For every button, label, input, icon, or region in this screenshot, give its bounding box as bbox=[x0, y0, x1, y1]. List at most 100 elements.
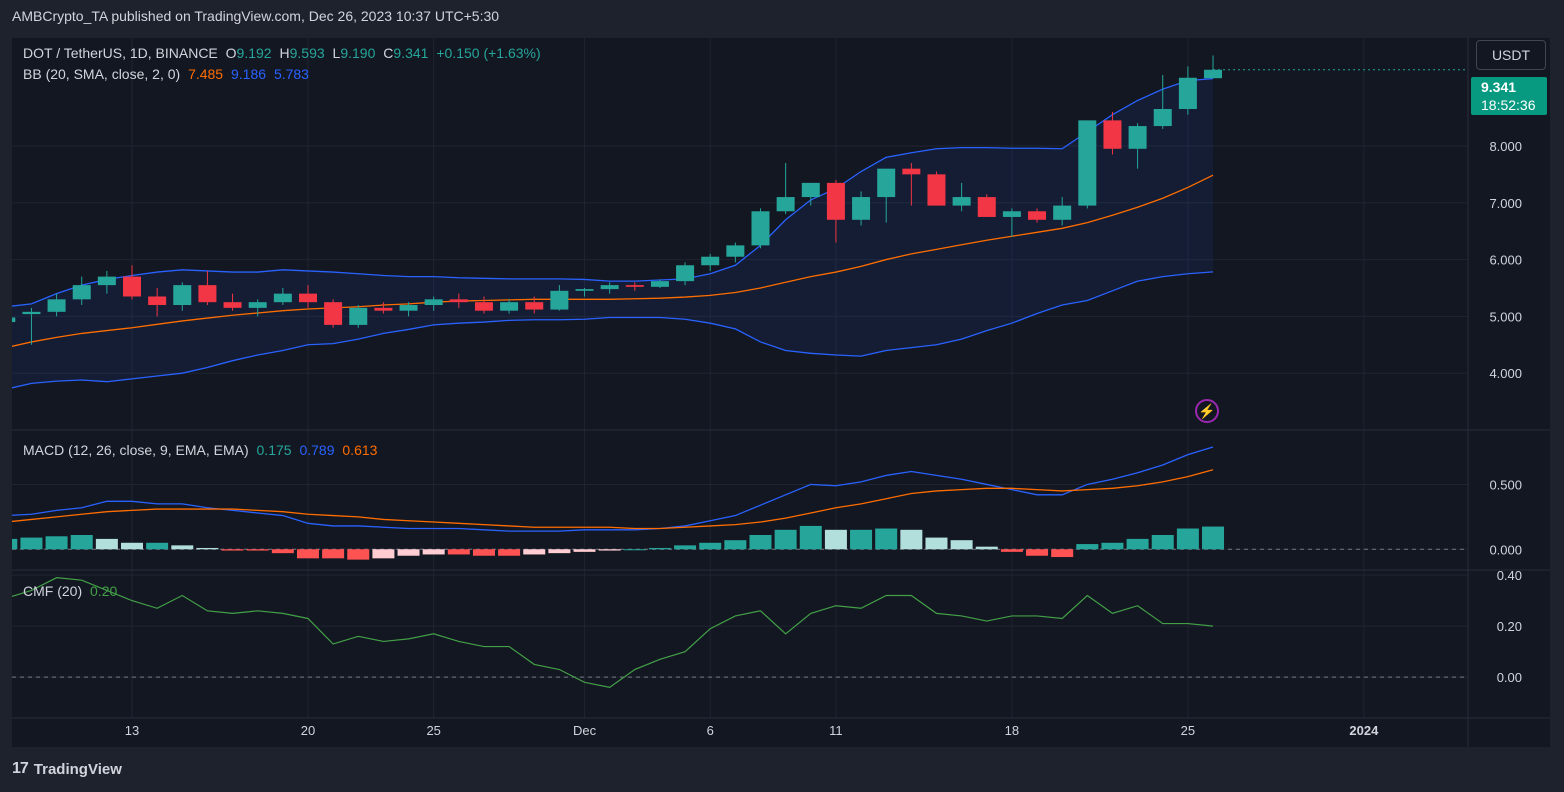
macd-label: MACD (12, 26, close, 9, EMA, EMA) bbox=[23, 442, 249, 458]
candle-body bbox=[751, 211, 770, 246]
bar-countdown: 18:52:36 bbox=[1481, 97, 1536, 113]
candle-body bbox=[650, 281, 669, 287]
candle-body bbox=[877, 168, 896, 198]
candle-body bbox=[449, 299, 468, 303]
macd-histogram-bar bbox=[850, 529, 873, 550]
candle-layer bbox=[12, 55, 1468, 345]
macd-hist-value: 0.175 bbox=[256, 442, 292, 458]
macd-histogram-bar bbox=[447, 549, 470, 555]
cmf-label: CMF (20) bbox=[23, 583, 83, 599]
macd-histogram-bar bbox=[975, 546, 998, 550]
brand-name: TradingView bbox=[33, 760, 122, 778]
candle-body bbox=[173, 285, 192, 306]
macd-histogram-bar bbox=[196, 547, 219, 550]
macd-histogram-bar bbox=[674, 545, 697, 550]
main-legend: DOT / TetherUS, 1D, BINANCE O9.192 H9.59… bbox=[23, 45, 545, 61]
macd-histogram-bar bbox=[296, 549, 319, 559]
candle-body bbox=[298, 293, 317, 303]
macd-histogram-bar bbox=[799, 525, 822, 550]
macd-histogram-bar bbox=[573, 549, 596, 552]
macd-histogram-bar bbox=[875, 528, 898, 550]
candle-body bbox=[801, 182, 820, 198]
candle-body bbox=[198, 285, 217, 303]
bb-fill-layer bbox=[12, 78, 1214, 388]
macd-line bbox=[12, 446, 1214, 532]
close-label: C bbox=[383, 45, 394, 61]
cmf-legend: CMF (20) 0.20 bbox=[23, 583, 121, 599]
last-price: 9.341 bbox=[1481, 79, 1517, 95]
candle-body bbox=[600, 285, 619, 290]
high-value: 9.593 bbox=[289, 45, 325, 61]
macd-histogram-bar bbox=[598, 549, 621, 551]
candle-body bbox=[776, 197, 795, 212]
x-tick-label: Dec bbox=[573, 723, 597, 738]
price-tick-label: 8.000 bbox=[1489, 139, 1522, 154]
open-value: 9.192 bbox=[236, 45, 272, 61]
macd-histogram-bar bbox=[45, 536, 68, 550]
candle-body bbox=[248, 302, 267, 308]
macd-histogram-bar bbox=[322, 549, 345, 559]
candle-body bbox=[1103, 120, 1122, 149]
cmf-tick-label: 0.20 bbox=[1497, 619, 1522, 634]
chart-canvas[interactable]: 13 20 25 Dec 6 11 18 25 2024 4.000 5.000 6.000 7.000… bbox=[12, 38, 1550, 747]
macd-histogram-bar bbox=[900, 529, 923, 550]
cmf-value: 0.20 bbox=[90, 583, 118, 599]
cmf-layer bbox=[12, 577, 1468, 689]
candle-body bbox=[273, 293, 292, 303]
bb-band-fill bbox=[12, 78, 1214, 388]
x-tick-label: 6 bbox=[707, 723, 714, 738]
macd-histogram-bar bbox=[472, 549, 495, 556]
candle-body bbox=[374, 307, 393, 311]
candle-body bbox=[902, 168, 921, 175]
currency-button[interactable]: USDT bbox=[1476, 40, 1546, 70]
macd-histogram-bar bbox=[1126, 538, 1149, 550]
candle-body bbox=[424, 299, 443, 306]
candle-body bbox=[852, 197, 871, 220]
macd-histogram-bar bbox=[498, 549, 521, 556]
close-value: 9.341 bbox=[393, 45, 429, 61]
cmf-tick-label: 0.00 bbox=[1497, 670, 1522, 685]
macd-histogram-bar bbox=[372, 549, 395, 559]
publisher-header: AMBCrypto_TA published on TradingView.co… bbox=[12, 8, 500, 24]
candle-body bbox=[1078, 120, 1097, 206]
macd-histogram-bar bbox=[12, 538, 18, 550]
macd-histogram-bar bbox=[648, 547, 671, 550]
candle-body bbox=[625, 285, 644, 287]
price-tick-label: 4.000 bbox=[1489, 366, 1522, 381]
candle-body bbox=[72, 285, 91, 300]
macd-layer bbox=[12, 446, 1468, 560]
x-tick-label: 11 bbox=[829, 723, 843, 738]
open-label: O bbox=[225, 45, 237, 61]
macd-histogram-bar bbox=[724, 540, 747, 550]
candle-body bbox=[1002, 211, 1021, 217]
low-label: L bbox=[332, 45, 341, 61]
tradingview-logo-icon: 17 bbox=[12, 760, 29, 777]
candle-body bbox=[399, 305, 418, 311]
macd-histogram-bar bbox=[171, 545, 194, 550]
macd-histogram-bar bbox=[523, 549, 546, 555]
macd-histogram-bar bbox=[20, 537, 43, 550]
candle-body bbox=[1153, 109, 1172, 127]
low-value: 9.190 bbox=[340, 45, 376, 61]
macd-legend: MACD (12, 26, close, 9, EMA, EMA) 0.175 … bbox=[23, 442, 381, 458]
symbol-label: DOT / TetherUS, 1D, BINANCE bbox=[23, 45, 218, 61]
lightning-icon[interactable]: ⚡ bbox=[1195, 399, 1219, 423]
macd-histogram-bar bbox=[774, 529, 797, 550]
last-price-tag: 9.341 18:52:36 bbox=[1471, 77, 1547, 115]
x-tick-label: 25 bbox=[426, 723, 440, 738]
macd-histogram-bar bbox=[1151, 535, 1174, 550]
candle-body bbox=[826, 182, 845, 220]
candle-body bbox=[701, 256, 720, 266]
bb-lower-value: 5.783 bbox=[273, 66, 309, 82]
axis-layer: 13 20 25 Dec 6 11 18 25 2024 4.000 5.000 6.000 7.000… bbox=[125, 139, 1522, 738]
candle-body bbox=[927, 174, 946, 206]
candle-body bbox=[977, 197, 996, 217]
macd-histogram-bar bbox=[1202, 526, 1225, 550]
candle-body bbox=[525, 302, 544, 310]
candle-body bbox=[550, 290, 569, 310]
candle-body bbox=[500, 302, 519, 311]
candle-body bbox=[97, 276, 116, 286]
macd-histogram-bar bbox=[1026, 549, 1049, 556]
bb-basis-value: 7.485 bbox=[188, 66, 224, 82]
macd-histogram-bar bbox=[925, 537, 948, 550]
